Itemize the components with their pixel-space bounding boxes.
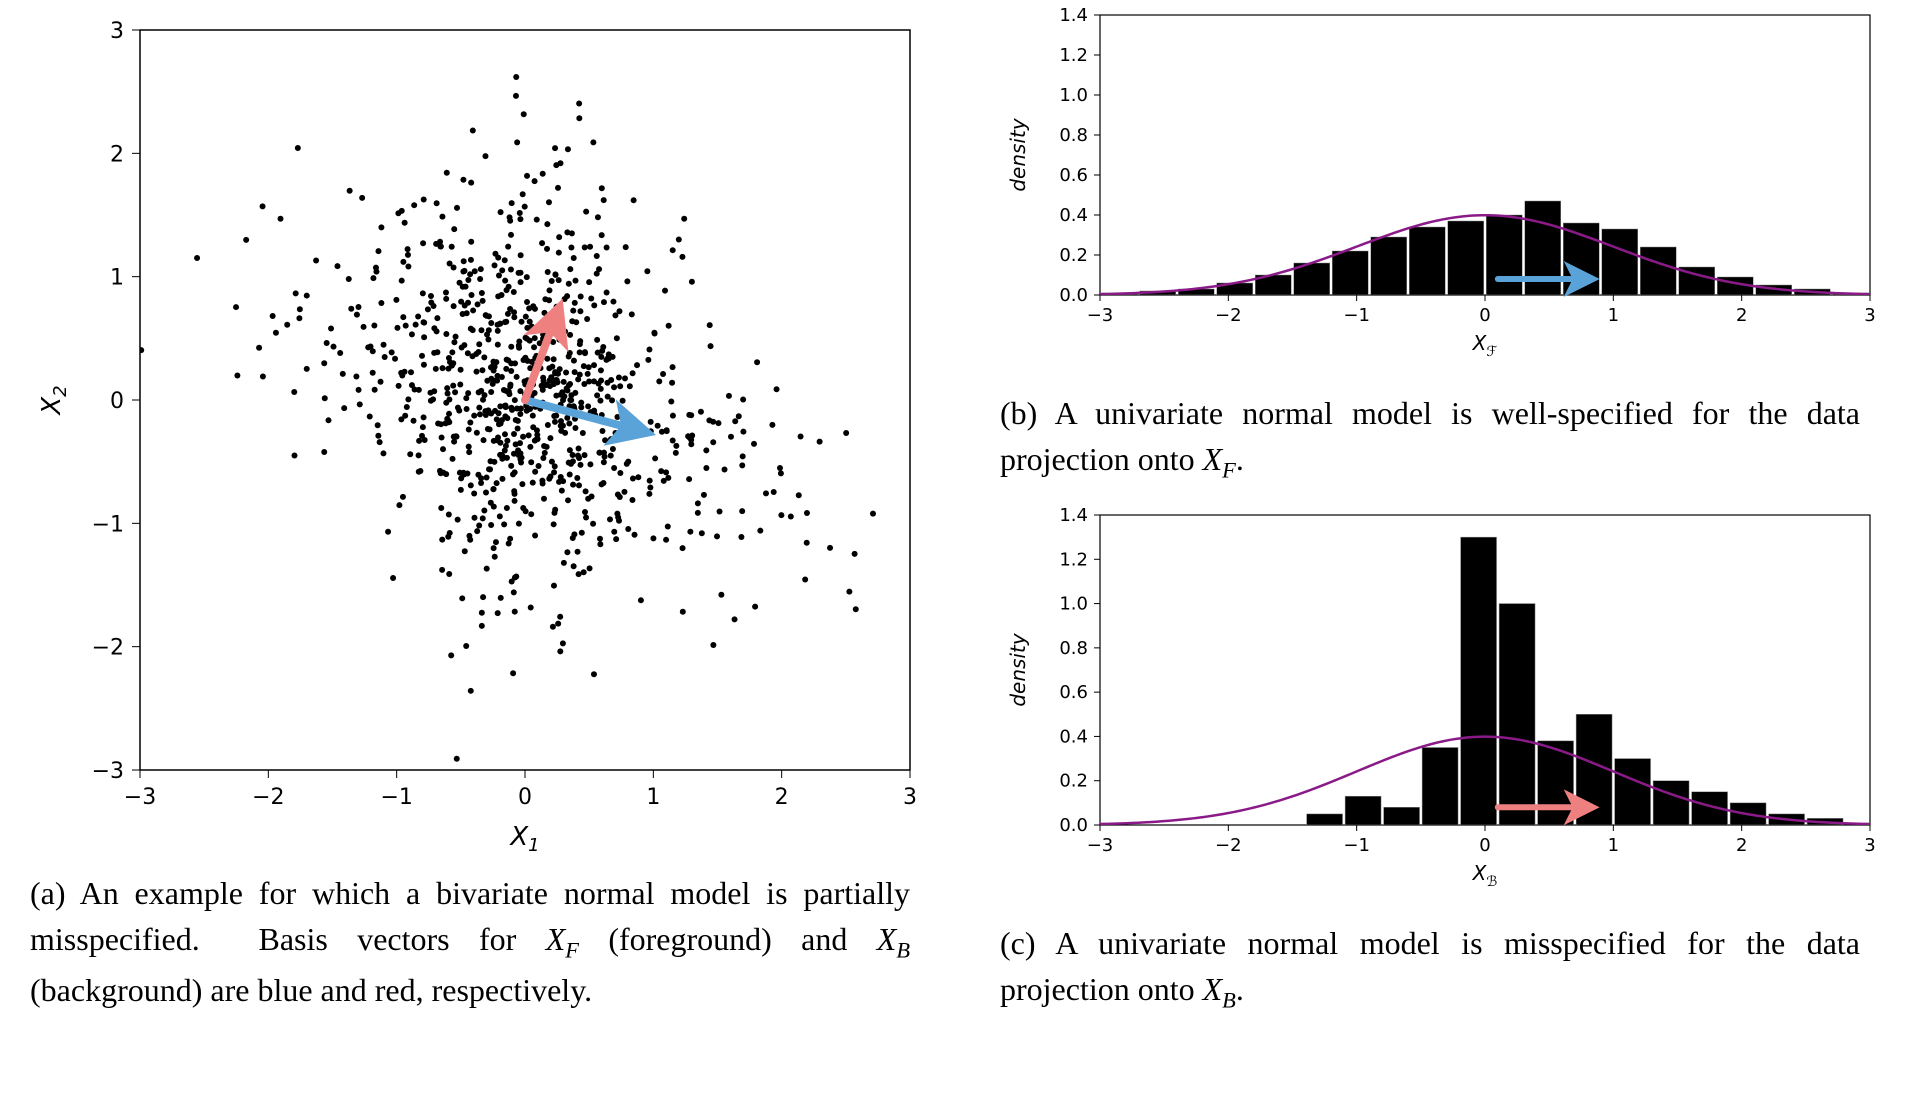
svg-text:0.8: 0.8: [1059, 638, 1088, 659]
svg-text:0.4: 0.4: [1059, 726, 1088, 747]
svg-text:−2: −2: [92, 636, 124, 661]
svg-text:−3: −3: [1087, 835, 1114, 856]
panel-b: −3 −2 −1 0 1 2 3 0.0 0.2 0.4 0.6 0.8 1.0 1.2 1.4 densit…: [990, 0, 1900, 500]
svg-text:3: 3: [1864, 305, 1875, 326]
svg-text:1.2: 1.2: [1059, 45, 1088, 66]
svg-text:0: 0: [518, 785, 532, 810]
svg-text:−1: −1: [1343, 305, 1370, 326]
svg-text:0: 0: [1479, 835, 1490, 856]
svg-text:−2: −2: [1215, 835, 1242, 856]
svg-text:X1: X1: [508, 822, 539, 856]
svg-text:−3: −3: [92, 759, 124, 784]
svg-text:2: 2: [1736, 835, 1747, 856]
svg-text:0.6: 0.6: [1059, 682, 1088, 703]
caption-a: (a) An example for which a bivariate nor…: [20, 870, 950, 1014]
svg-text:2: 2: [1736, 305, 1747, 326]
svg-text:0: 0: [110, 389, 124, 414]
svg-text:−3: −3: [1087, 305, 1114, 326]
page-root: −3 −2 −1 0 1 2 3 −3 −2 −1 0 1 2 3 X1 X2 (a) An example …: [0, 0, 1920, 1095]
histogram-foreground: −3 −2 −1 0 1 2 3 0.0 0.2 0.4 0.6 0.8 1.0 1.2 1.4 densit…: [990, 0, 1900, 370]
svg-text:1.0: 1.0: [1059, 85, 1088, 106]
svg-text:−2: −2: [252, 785, 284, 810]
svg-text:0.4: 0.4: [1059, 205, 1088, 226]
svg-text:0.8: 0.8: [1059, 125, 1088, 146]
svg-text:1: 1: [646, 785, 660, 810]
svg-text:0.0: 0.0: [1059, 285, 1088, 306]
svg-text:1.4: 1.4: [1059, 505, 1088, 526]
svg-text:−1: −1: [380, 785, 412, 810]
svg-text:density: density: [1006, 117, 1030, 191]
panel-a: −3 −2 −1 0 1 2 3 −3 −2 −1 0 1 2 3 X1 X2 (a) An example …: [20, 0, 950, 1095]
svg-text:1: 1: [1608, 835, 1619, 856]
svg-text:2: 2: [110, 142, 124, 167]
scatter-plot: −3 −2 −1 0 1 2 3 −3 −2 −1 0 1 2 3 X1 X2: [20, 0, 950, 870]
svg-text:1: 1: [110, 266, 124, 291]
svg-text:1.4: 1.4: [1059, 5, 1088, 26]
svg-text:density: density: [1006, 632, 1030, 706]
svg-text:−2: −2: [1215, 305, 1242, 326]
caption-c: (c) A univariate normal model is misspec…: [990, 900, 1900, 1017]
svg-text:1.0: 1.0: [1059, 594, 1088, 615]
caption-b: (b) A univariate normal model is well-sp…: [990, 370, 1900, 487]
panel-c: −3 −2 −1 0 1 2 3 0.0 0.2 0.4 0.6 0.8 1.0 1.2 1.4 densit…: [990, 500, 1900, 1090]
svg-text:−3: −3: [124, 785, 156, 810]
svg-text:0: 0: [1479, 305, 1490, 326]
svg-text:3: 3: [903, 785, 917, 810]
svg-text:−1: −1: [1343, 835, 1370, 856]
svg-text:−1: −1: [92, 512, 124, 537]
svg-text:3: 3: [110, 19, 124, 44]
svg-text:Xℱ: Xℱ: [1472, 331, 1498, 360]
svg-text:0.0: 0.0: [1059, 815, 1088, 836]
svg-text:3: 3: [1864, 835, 1875, 856]
svg-text:0.2: 0.2: [1059, 245, 1088, 266]
svg-text:2: 2: [775, 785, 789, 810]
svg-text:X2: X2: [37, 385, 71, 416]
svg-text:Xℬ: Xℬ: [1472, 861, 1498, 890]
histogram-background: −3 −2 −1 0 1 2 3 0.0 0.2 0.4 0.6 0.8 1.0 1.2 1.4 densit…: [990, 500, 1900, 900]
svg-text:0.2: 0.2: [1059, 771, 1088, 792]
svg-text:1.2: 1.2: [1059, 549, 1088, 570]
svg-text:1: 1: [1608, 305, 1619, 326]
svg-text:0.6: 0.6: [1059, 165, 1088, 186]
